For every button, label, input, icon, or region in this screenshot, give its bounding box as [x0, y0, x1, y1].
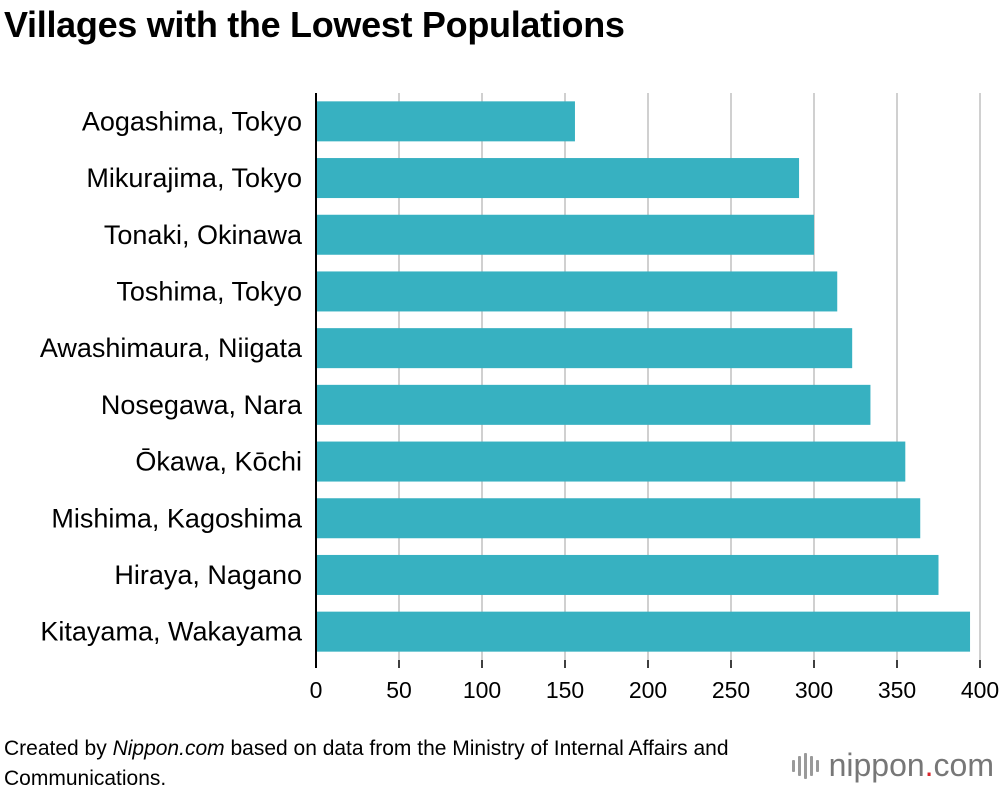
x-axis-ticks: 0 50 100 150 200 250 300 350 400 — [310, 660, 999, 703]
category-label: Awashimaura, Niigata — [40, 333, 303, 363]
caption-source-name: Nippon.com — [112, 737, 225, 760]
bars — [316, 101, 971, 652]
x-tick-label: 150 — [546, 677, 584, 703]
bar — [316, 214, 814, 255]
logo-bars-icon — [791, 752, 819, 779]
bar — [316, 441, 906, 482]
category-label: Hiraya, Nagano — [114, 560, 302, 590]
bar — [316, 554, 939, 595]
category-label: Mikurajima, Tokyo — [86, 163, 302, 193]
bar — [316, 101, 575, 142]
x-tick-label: 300 — [795, 677, 833, 703]
nippon-logo: nippon. com — [791, 747, 994, 784]
chart-title: Villages with the Lowest Populations — [4, 4, 625, 45]
x-tick-label: 0 — [310, 677, 323, 703]
caption-prefix: Created by — [4, 737, 113, 760]
logo-tld: com — [933, 747, 994, 783]
caption-suffix: based on data from the Ministry of Inter… — [4, 737, 729, 790]
bar — [316, 271, 838, 312]
bar — [316, 328, 853, 369]
category-label: Aogashima, Tokyo — [82, 106, 302, 136]
category-label: Kitayama, Wakayama — [40, 617, 303, 647]
x-tick-label: 400 — [961, 677, 999, 703]
category-label: Toshima, Tokyo — [116, 276, 302, 306]
category-labels: Aogashima, Tokyo Mikurajima, Tokyo Tonaki,… — [40, 106, 303, 646]
x-tick-label: 100 — [463, 677, 501, 703]
category-label: Ōkawa, Kōchi — [135, 447, 302, 477]
bar — [316, 611, 971, 652]
category-label: Tonaki, Okinawa — [104, 220, 303, 250]
x-tick-label: 50 — [386, 677, 412, 703]
category-label: Nosegawa, Nara — [101, 390, 303, 420]
x-tick-label: 200 — [629, 677, 667, 703]
bar-chart: Aogashima, Tokyo Mikurajima, Tokyo Tonaki,… — [40, 93, 999, 703]
bar — [316, 158, 800, 199]
logo-name: nippon — [828, 747, 925, 783]
category-label: Mishima, Kagoshima — [51, 503, 303, 533]
bar — [316, 498, 921, 539]
source-caption: Created by Nippon.com based on data from… — [4, 734, 784, 794]
bar — [316, 384, 871, 425]
logo-dot: . — [924, 747, 934, 783]
x-tick-label: 250 — [712, 677, 750, 703]
x-tick-label: 350 — [878, 677, 916, 703]
